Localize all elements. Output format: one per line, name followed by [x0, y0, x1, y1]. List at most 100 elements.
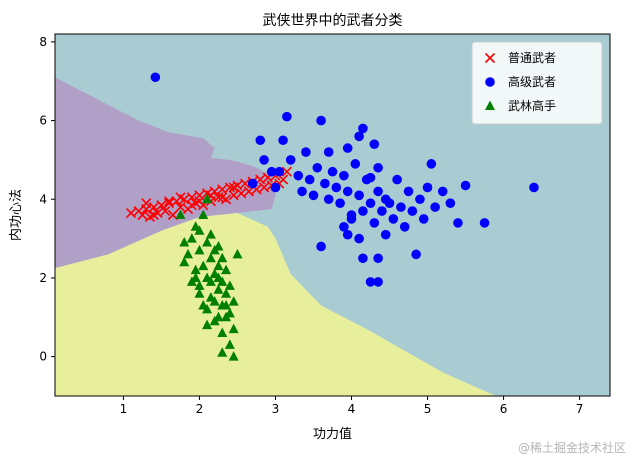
data-point-series-2	[198, 260, 209, 271]
watermark: @稀土掘金技术社区	[517, 441, 626, 455]
legend-label: 武林高手	[508, 98, 556, 113]
legend-marker	[485, 77, 495, 87]
data-point-series-0	[125, 207, 137, 219]
data-point-series-1	[342, 229, 353, 240]
data-point-series-1	[373, 186, 383, 197]
data-point-series-1	[342, 186, 353, 197]
data-point-series-2	[224, 307, 235, 318]
data-point-series-1	[350, 159, 361, 169]
data-point-series-2	[228, 296, 239, 306]
data-point-series-2	[217, 347, 228, 357]
y-tick-label: 0	[39, 350, 47, 364]
data-point-series-1	[358, 206, 368, 216]
data-point-series-1	[479, 218, 490, 228]
y-axis-label: 内功心法	[8, 189, 24, 241]
region-master	[55, 213, 496, 396]
data-point-series-0	[194, 196, 205, 207]
data-point-series-1	[422, 182, 433, 193]
y-tick-label: 2	[39, 271, 47, 285]
data-point-series-2	[205, 229, 216, 239]
data-point-series-2	[217, 327, 228, 338]
data-point-series-1	[335, 198, 345, 208]
data-point-series-1	[308, 190, 319, 201]
data-point-series-2	[205, 292, 216, 302]
data-point-series-0	[148, 202, 159, 213]
data-point-series-0	[236, 188, 247, 199]
x-tick-label: 6	[500, 402, 508, 416]
data-point-series-2	[186, 233, 197, 243]
data-point-series-1	[316, 241, 326, 252]
legend-label: 高级武者	[508, 74, 556, 89]
x-axis-label: 功力值	[313, 426, 352, 442]
data-point-series-2	[205, 252, 216, 263]
data-point-series-2	[213, 260, 224, 271]
data-point-series-1	[365, 172, 376, 183]
x-tick-label: 1	[120, 402, 128, 416]
data-point-series-1	[354, 233, 364, 244]
data-point-series-2	[198, 209, 209, 219]
data-point-series-1	[380, 194, 391, 205]
x-tick-label: 7	[576, 402, 584, 416]
data-point-series-1	[301, 147, 311, 157]
data-point-series-0	[163, 196, 175, 207]
data-point-series-0	[243, 186, 254, 197]
legend-label: 普通武者	[508, 51, 556, 65]
data-point-series-1	[445, 198, 456, 208]
data-points	[125, 72, 539, 361]
data-point-series-1	[529, 182, 539, 193]
data-point-series-1	[354, 131, 364, 142]
y-tick-label: 8	[39, 35, 47, 49]
data-point-series-0	[163, 198, 175, 209]
data-point-series-0	[175, 192, 186, 203]
data-point-series-2	[198, 300, 209, 310]
data-point-series-2	[190, 272, 201, 282]
data-point-series-2	[213, 272, 224, 282]
data-point-series-1	[418, 214, 429, 224]
data-point-series-2	[224, 339, 235, 349]
data-point-series-1	[285, 155, 296, 165]
data-point-series-2	[224, 280, 235, 290]
chart-title: 武侠世界中的武者分类	[263, 13, 403, 29]
data-point-series-1	[392, 174, 402, 185]
data-point-series-1	[282, 111, 292, 122]
data-point-series-2	[213, 284, 224, 294]
data-point-series-1	[346, 210, 357, 220]
data-point-series-1	[411, 249, 421, 260]
data-point-series-1	[373, 162, 383, 173]
data-point-series-2	[202, 193, 213, 204]
data-point-series-1	[377, 206, 387, 216]
data-point-series-2	[217, 252, 228, 263]
data-point-series-0	[281, 166, 292, 177]
data-point-series-2	[228, 351, 239, 361]
data-point-series-2	[179, 237, 190, 247]
data-point-series-1	[437, 186, 448, 197]
data-point-series-1	[369, 139, 380, 149]
data-point-series-0	[224, 182, 235, 193]
data-point-series-0	[278, 174, 289, 185]
data-point-series-1	[255, 135, 266, 146]
data-point-series-1	[365, 277, 376, 287]
data-point-series-1	[380, 229, 391, 240]
data-point-series-1	[323, 147, 334, 157]
data-point-series-1	[358, 253, 368, 264]
data-point-series-0	[228, 190, 239, 201]
data-point-series-1	[354, 190, 364, 201]
data-point-series-1	[373, 253, 383, 264]
data-point-series-2	[190, 264, 201, 275]
x-tick-label: 4	[348, 402, 356, 416]
y-tick-label: 6	[39, 114, 47, 128]
data-point-series-0	[167, 209, 178, 221]
y-axis: 0 2 4 6 8	[39, 35, 55, 364]
data-point-series-1	[399, 222, 410, 232]
data-point-series-1	[403, 186, 414, 197]
data-point-series-1	[247, 178, 258, 189]
data-point-series-1	[259, 155, 269, 165]
data-point-series-1	[312, 162, 323, 173]
data-point-series-2	[232, 248, 243, 259]
data-point-series-1	[278, 135, 288, 146]
data-point-series-0	[148, 209, 159, 221]
data-point-series-1	[331, 182, 342, 193]
data-point-series-2	[202, 237, 213, 247]
data-point-series-2	[221, 288, 232, 298]
